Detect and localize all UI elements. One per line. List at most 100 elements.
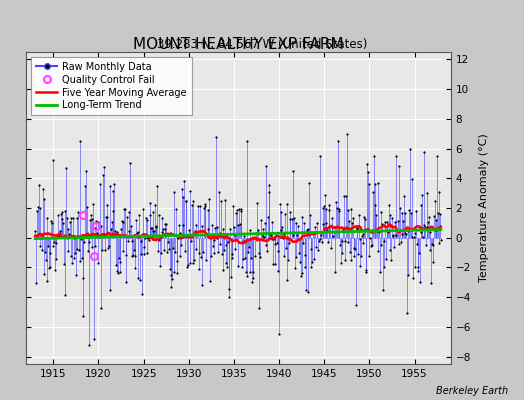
Point xyxy=(255,304,264,311)
Point xyxy=(223,264,231,271)
Point xyxy=(181,198,190,204)
Point xyxy=(298,270,306,276)
Point xyxy=(55,233,63,240)
Point xyxy=(179,222,188,228)
Point xyxy=(219,226,227,232)
Point xyxy=(141,234,149,241)
Point xyxy=(252,230,260,236)
Point xyxy=(96,305,105,312)
Point xyxy=(177,242,185,248)
Point xyxy=(147,225,155,232)
Point xyxy=(71,250,79,256)
Point xyxy=(231,246,239,252)
Point xyxy=(45,265,53,271)
Point xyxy=(129,247,138,253)
Point xyxy=(46,250,54,256)
Point xyxy=(113,268,122,274)
Point xyxy=(322,220,330,226)
Point xyxy=(344,239,353,246)
Point xyxy=(107,226,115,232)
Point xyxy=(362,268,370,275)
Point xyxy=(419,148,428,155)
Point xyxy=(200,203,209,209)
Point xyxy=(193,231,201,238)
Point xyxy=(410,234,418,240)
Point xyxy=(117,226,125,232)
Point xyxy=(285,239,293,246)
Point xyxy=(274,248,282,254)
Point xyxy=(42,278,51,284)
Point xyxy=(183,264,191,270)
Point xyxy=(160,247,168,253)
Point xyxy=(244,249,253,256)
Point xyxy=(74,209,82,216)
Point xyxy=(158,214,167,221)
Point xyxy=(367,243,375,250)
Point xyxy=(255,250,263,256)
Point xyxy=(143,216,151,223)
Point xyxy=(293,232,301,238)
Point xyxy=(413,264,422,270)
Point xyxy=(206,252,215,259)
Point xyxy=(299,240,308,246)
Point xyxy=(288,168,297,174)
Point xyxy=(408,176,417,182)
Point xyxy=(73,246,82,252)
Point xyxy=(379,264,388,270)
Point xyxy=(362,267,370,273)
Point xyxy=(250,235,258,241)
Point xyxy=(270,236,278,243)
Point xyxy=(200,205,208,212)
Point xyxy=(281,245,290,251)
Point xyxy=(283,276,291,283)
Point xyxy=(319,220,328,227)
Point xyxy=(134,275,143,281)
Point xyxy=(164,239,172,246)
Point xyxy=(214,248,222,255)
Point xyxy=(43,214,51,221)
Point xyxy=(312,220,321,226)
Point xyxy=(217,198,225,204)
Point xyxy=(119,247,127,254)
Point xyxy=(220,247,228,253)
Point xyxy=(336,242,344,248)
Point xyxy=(188,202,196,208)
Point xyxy=(368,226,377,233)
Point xyxy=(169,189,178,195)
Point xyxy=(245,244,253,250)
Point xyxy=(424,214,433,220)
Point xyxy=(122,252,130,259)
Point xyxy=(431,217,440,224)
Point xyxy=(154,248,162,254)
Point xyxy=(356,263,365,270)
Point xyxy=(75,258,84,264)
Point xyxy=(384,228,392,235)
Point xyxy=(294,250,303,256)
Point xyxy=(324,239,332,246)
Point xyxy=(415,249,423,256)
Point xyxy=(427,280,435,286)
Point xyxy=(323,226,331,233)
Point xyxy=(34,208,42,214)
Point xyxy=(281,211,289,218)
Point xyxy=(180,178,189,184)
Point xyxy=(310,230,319,237)
Point xyxy=(152,224,160,231)
Point xyxy=(346,249,354,255)
Point xyxy=(429,242,438,248)
Point xyxy=(215,241,224,247)
Point xyxy=(364,253,373,259)
Point xyxy=(351,246,359,252)
Point xyxy=(188,198,196,204)
Point xyxy=(371,202,379,208)
Point xyxy=(348,219,356,226)
Point xyxy=(198,282,206,288)
Point xyxy=(379,286,387,293)
Point xyxy=(39,186,47,192)
Point xyxy=(350,252,358,259)
Point xyxy=(380,238,389,244)
Point xyxy=(100,164,108,170)
Point xyxy=(175,222,183,228)
Point xyxy=(176,253,184,259)
Point xyxy=(83,204,91,210)
